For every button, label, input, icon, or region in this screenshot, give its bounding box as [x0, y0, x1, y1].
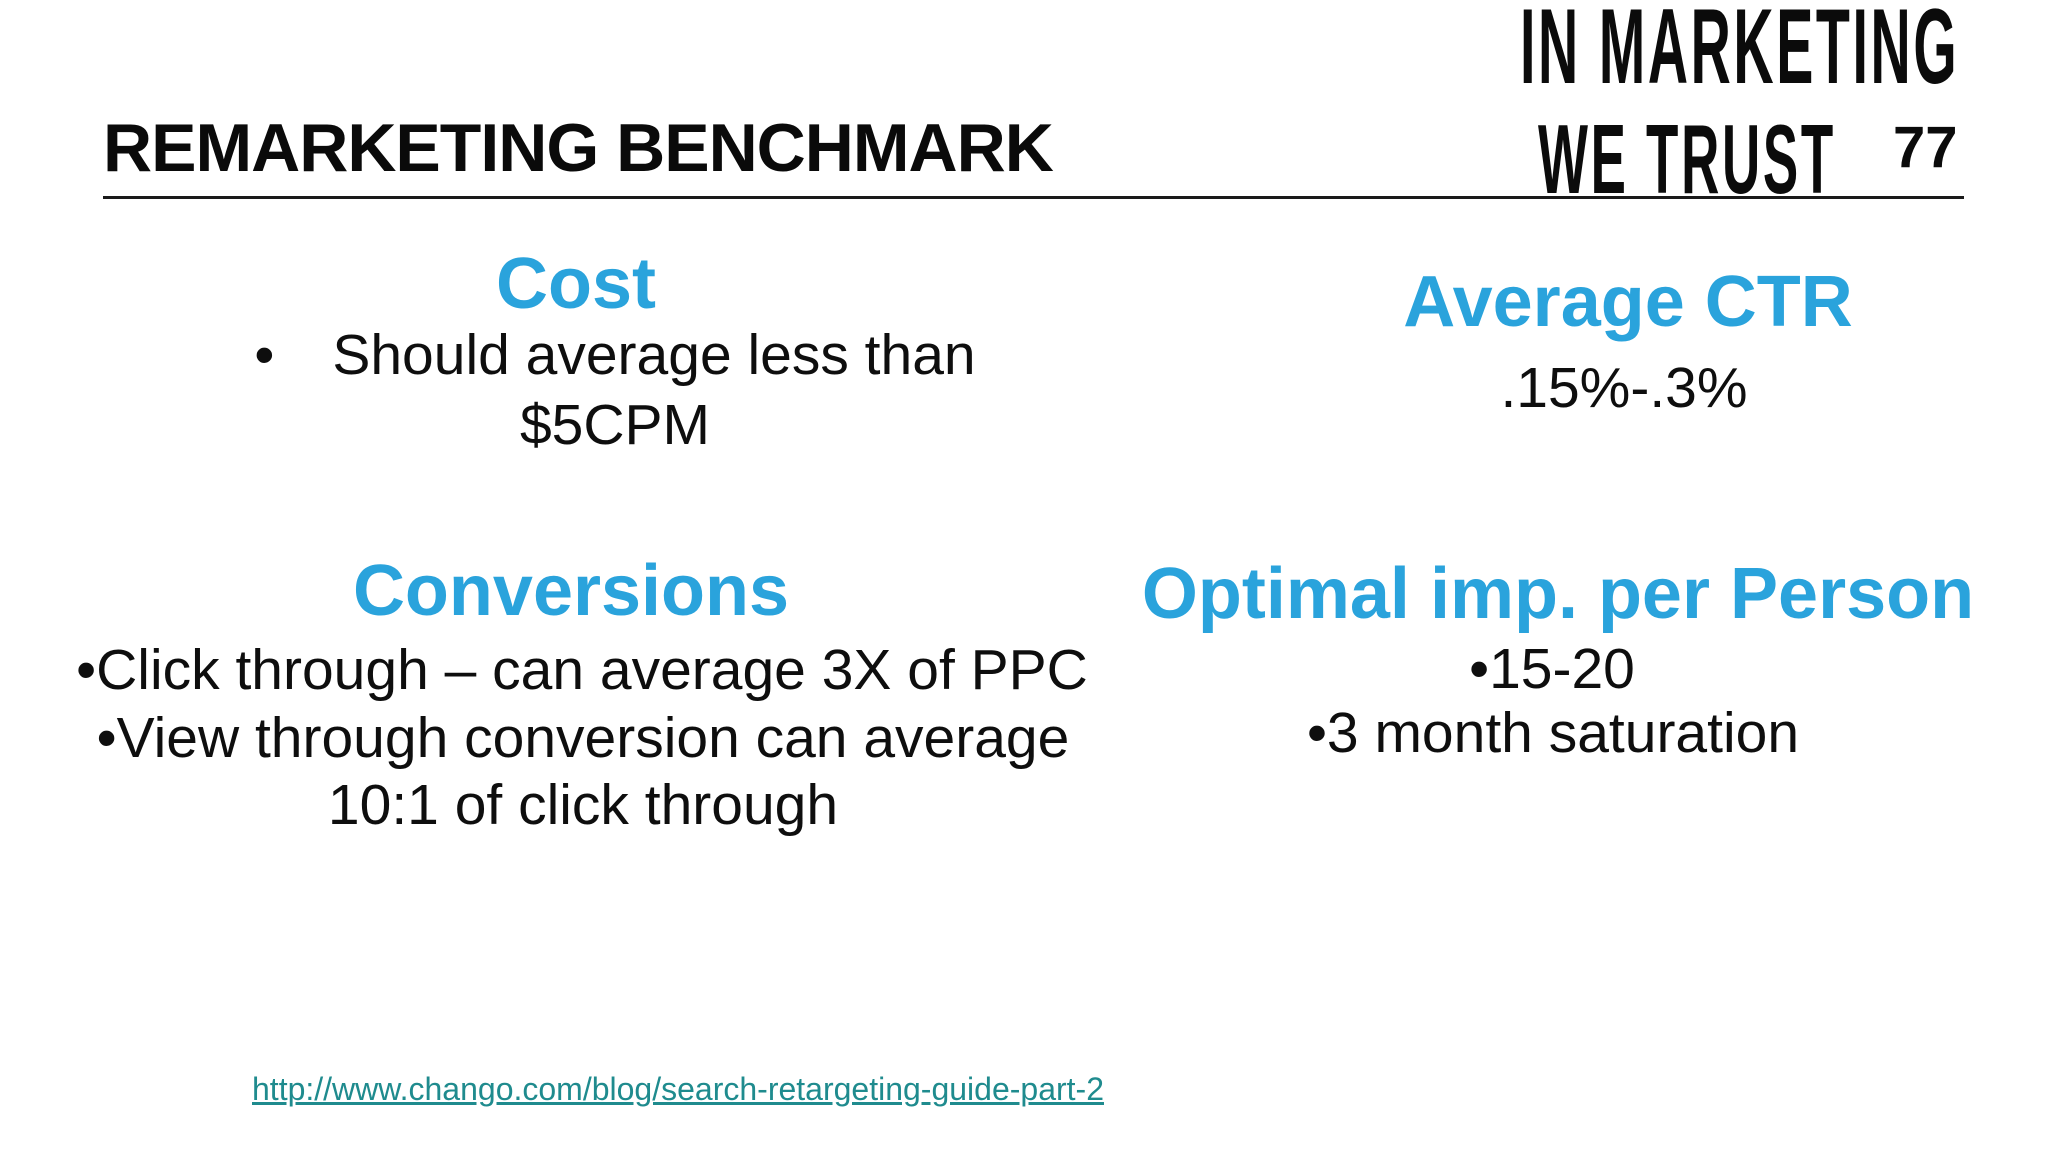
average-ctr-value: .15%-.3%	[1500, 356, 1748, 420]
page-title: REMARKETING BENCHMARK	[103, 110, 1054, 186]
cost-bullet-text: Should average less than	[332, 323, 976, 387]
conversions-bullet-2-continued: 10:1 of click through	[327, 773, 839, 837]
optimal-impressions-bullet-2: •3 month saturation	[1306, 701, 1800, 765]
cost-bullet-line: • Should average less than	[254, 327, 975, 384]
bullet-marker: •	[254, 323, 275, 387]
conversions-bullet-1: •Click through – can average 3X of PPC	[76, 638, 1088, 702]
logo-text-line1: IN MARKETING	[1520, 0, 1960, 106]
average-ctr-heading: Average CTR	[1403, 262, 1853, 342]
logo-text-line2: WE TRUST	[1538, 104, 1836, 214]
optimal-impressions-bullet-1: •15-20	[1469, 637, 1635, 701]
conversions-heading: Conversions	[352, 551, 790, 631]
optimal-impressions-heading: Optimal imp. per Person	[1141, 554, 1975, 634]
source-link[interactable]: http://www.chango.com/blog/search-retarg…	[252, 1071, 1104, 1107]
title-underline	[103, 196, 1964, 199]
page-number: 77	[1893, 115, 1958, 180]
cost-bullet-text-line2: $5CPM	[519, 393, 711, 457]
conversions-bullet-2: •View through conversion can average	[96, 706, 1070, 770]
cost-heading: Cost	[496, 244, 656, 324]
